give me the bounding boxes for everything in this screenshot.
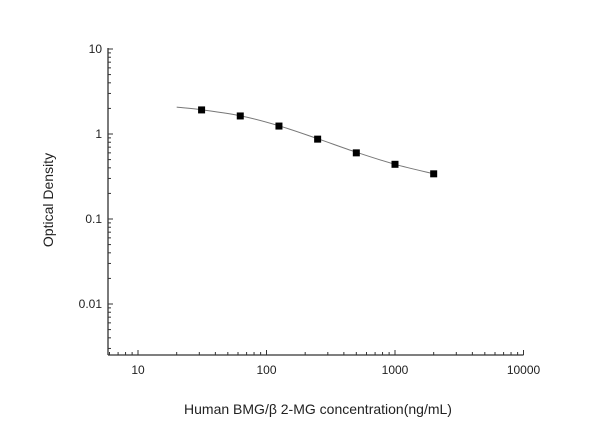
x-tick-label: 10000: [507, 363, 541, 377]
x-tick-label: 10: [131, 363, 145, 377]
data-point-marker: [236, 112, 244, 120]
x-axis-title: Human BMG/β 2-MG concentration(ng/mL): [184, 401, 452, 417]
data-points: [198, 106, 438, 178]
data-point-marker: [314, 135, 322, 143]
y-tick-label: 0.01: [79, 297, 103, 311]
y-tick-label: 0.1: [85, 212, 102, 226]
y-axis-title: Optical Density: [40, 153, 56, 247]
data-point-marker: [275, 122, 283, 130]
data-point-marker: [352, 149, 360, 157]
axis-ticks: [108, 48, 524, 355]
x-tick-label: 1000: [382, 363, 409, 377]
data-point-marker: [198, 106, 206, 114]
x-tick-label: 100: [256, 363, 276, 377]
tick-labels: 0.01 0.1 1 10 10 100 1000 10000: [79, 42, 541, 377]
y-tick-label: 10: [89, 42, 103, 56]
y-tick-label: 1: [95, 127, 102, 141]
data-point-marker: [391, 160, 399, 168]
axes: [107, 48, 524, 356]
data-point-marker: [430, 170, 438, 178]
